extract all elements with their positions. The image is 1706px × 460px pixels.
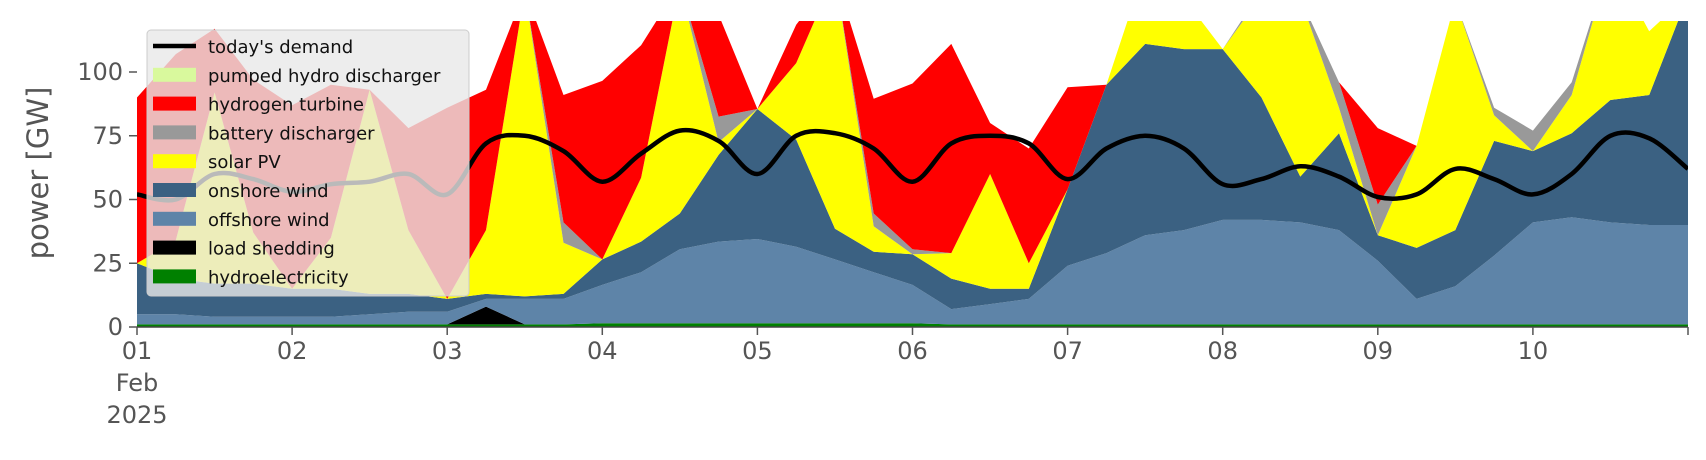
y-tick-label: 100	[77, 58, 123, 86]
legend-label-battery-discharger: battery discharger	[208, 123, 375, 144]
x-tick-label: 03	[432, 337, 463, 365]
legend-box	[146, 29, 470, 297]
legend-label-pumped-hydro-discharger: pumped hydro discharger	[208, 66, 441, 87]
legend-swatch-pumped-hydro-discharger	[153, 67, 196, 82]
legend-swatch-battery-discharger	[153, 125, 196, 140]
area-hydroelectricity	[137, 323, 1688, 327]
legend-swatch-load-shedding	[153, 240, 196, 255]
x-tick-sublabel: 2025	[106, 401, 167, 429]
x-tick-label: 06	[897, 337, 928, 365]
area-battery-discharger	[137, 21, 1661, 299]
y-tick-label: 25	[92, 249, 123, 277]
legend: today's demand pumped hydro discharger hyd…	[146, 29, 470, 297]
y-tick-label: 75	[92, 122, 123, 150]
legend-swatch-hydroelectricity	[153, 269, 196, 284]
legend-label-onshore-wind: onshore wind	[208, 181, 329, 202]
legend-swatch-offshore-wind	[153, 211, 196, 226]
area-offshore-wind	[137, 217, 1688, 325]
x-tick-label: 04	[587, 337, 618, 365]
x-tick-label: 09	[1363, 337, 1394, 365]
area-solar-pv	[137, 21, 1679, 299]
x-tick-sublabel: Feb	[116, 369, 159, 397]
x-tick-label: 05	[742, 337, 773, 365]
legend-label-load-shedding: load shedding	[208, 239, 335, 260]
y-tick-label: 0	[108, 313, 123, 341]
area-onshore-wind	[137, 21, 1688, 317]
x-tick-label: 02	[277, 337, 308, 365]
x-tick-label: 10	[1518, 337, 1549, 365]
y-tick-label: 50	[92, 186, 123, 214]
legend-label-solar-pv: solar PV	[208, 152, 281, 173]
legend-label-hydroelectricity: hydroelectricity	[208, 267, 349, 288]
legend-label-offshore-wind: offshore wind	[208, 210, 330, 231]
x-tick-label: 07	[1052, 337, 1083, 365]
y-axis-label: power [GW]	[21, 87, 55, 260]
legend-swatch-solar-pv	[153, 154, 196, 169]
area-hydrogen-turbine	[137, 21, 1661, 299]
y-ticks: 0 25 50 75 100	[77, 58, 137, 341]
x-tick-label: 01	[122, 337, 153, 365]
legend-label-today-s-demand: today's demand	[208, 37, 353, 58]
x-tick-label: 08	[1207, 337, 1238, 365]
legend-swatch-onshore-wind	[153, 183, 196, 197]
stacked-areas	[137, 21, 1688, 327]
x-ticks: 01 Feb 2025 02 03 04 05 06 07 08 09 10	[106, 327, 1689, 429]
legend-label-hydrogen-turbine: hydrogen turbine	[208, 95, 364, 116]
legend-swatch-hydrogen-turbine	[153, 96, 196, 111]
